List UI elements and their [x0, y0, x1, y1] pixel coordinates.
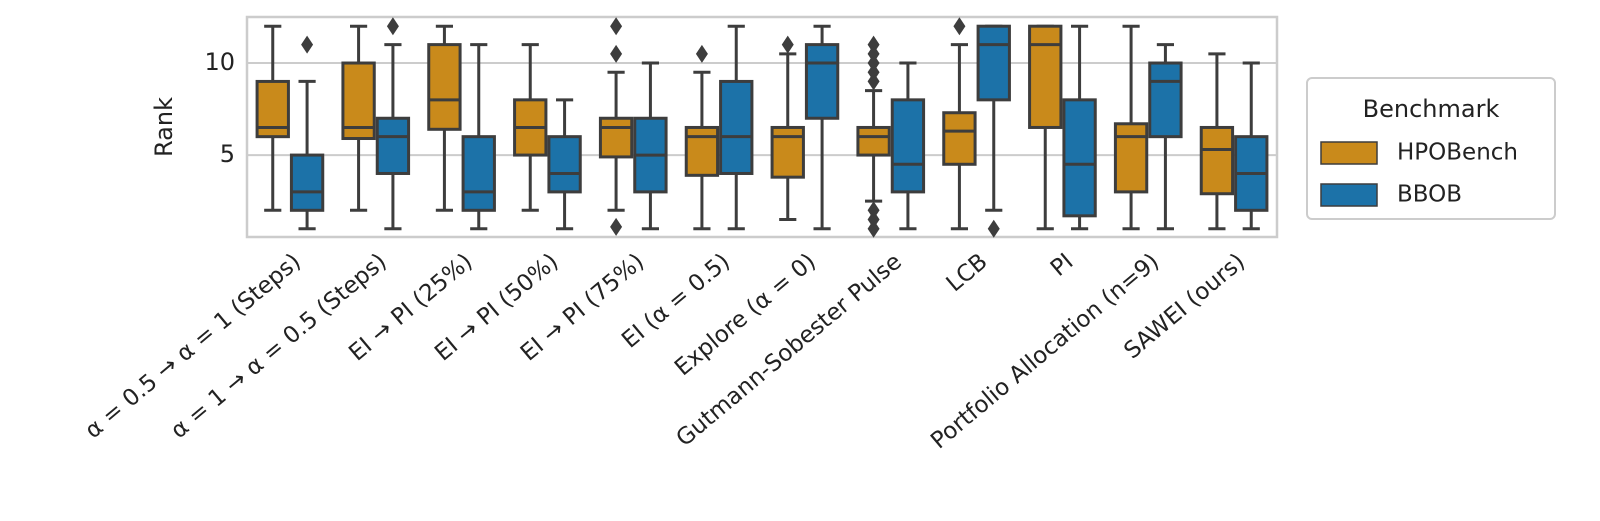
outlier	[867, 201, 880, 220]
outlier	[386, 17, 399, 36]
box	[427, 43, 462, 131]
box	[341, 61, 376, 141]
legend-title: Benchmark	[1363, 95, 1500, 123]
outlier	[610, 44, 623, 63]
legend-swatch	[1320, 183, 1378, 207]
x-tick-label: PI	[1046, 249, 1079, 282]
outlier	[301, 35, 314, 54]
box	[804, 43, 840, 120]
outlier	[867, 72, 880, 91]
x-tick-label: Explore (α = 0)	[670, 249, 821, 382]
y-tick-label: 5	[220, 140, 235, 168]
box	[461, 135, 496, 212]
box	[289, 153, 325, 212]
outlier	[781, 35, 794, 54]
outlier	[953, 17, 966, 36]
legend-label: BBOB	[1397, 182, 1462, 208]
box	[890, 98, 926, 194]
box	[770, 125, 805, 179]
outlier	[987, 219, 1000, 238]
box	[1062, 98, 1097, 218]
legend-swatch	[1320, 141, 1378, 165]
outlier	[695, 44, 708, 63]
x-tick-label: LCB	[942, 249, 993, 298]
box	[547, 135, 582, 194]
box	[375, 116, 411, 175]
outlier	[867, 35, 880, 54]
box	[598, 116, 634, 159]
y-axis-label: Rank	[150, 97, 178, 157]
box	[976, 24, 1011, 102]
box	[856, 125, 891, 157]
outlier	[867, 54, 880, 73]
box	[1113, 122, 1149, 194]
outlier	[610, 217, 623, 236]
plot-frame	[245, 15, 1279, 239]
outlier	[867, 219, 880, 238]
outlier	[867, 63, 880, 82]
box	[684, 125, 720, 177]
box	[1199, 125, 1235, 196]
box	[1148, 61, 1183, 139]
legend-label: HPOBench	[1397, 140, 1518, 166]
box	[719, 79, 754, 175]
outlier	[867, 44, 880, 63]
box	[1028, 24, 1063, 129]
y-tick-label: 10	[204, 48, 235, 76]
box	[942, 111, 977, 166]
outlier	[610, 17, 623, 36]
outlier	[867, 210, 880, 229]
